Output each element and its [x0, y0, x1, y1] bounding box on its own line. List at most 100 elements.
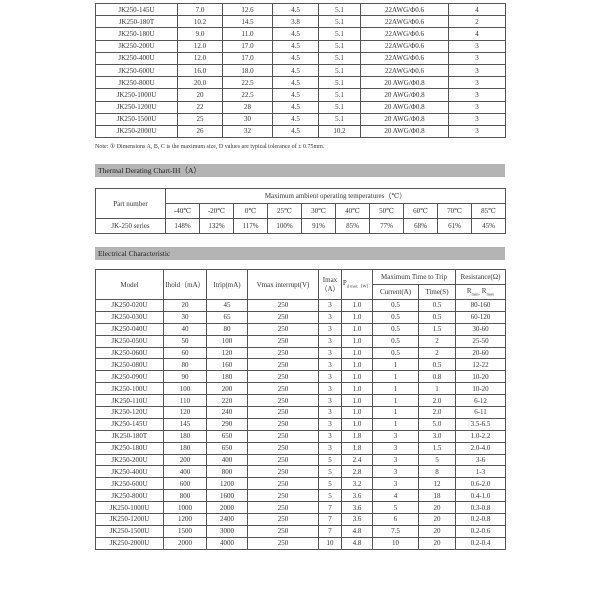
table-cell: 3	[372, 441, 419, 455]
table-cell: 1.0	[341, 382, 373, 396]
table-cell: 5.1	[318, 88, 361, 102]
table-cell: 2.4	[341, 453, 373, 467]
derating-value: 148%	[165, 218, 200, 234]
table-cell: 250	[247, 382, 319, 396]
derating-value: 68%	[403, 218, 438, 234]
table-cell: 3	[448, 63, 506, 78]
derating-value: 45%	[470, 218, 507, 234]
table-cell: 12.0	[177, 39, 223, 53]
table-cell: 1	[372, 406, 419, 419]
table-cell: 5.1	[318, 15, 361, 29]
table-cell: 1600	[206, 489, 248, 503]
table-cell: 1000	[163, 501, 207, 515]
temperature-header: 85℃	[470, 203, 507, 219]
table-cell: 90	[163, 370, 207, 384]
table-cell: 6-12	[455, 394, 507, 408]
table-cell: 3	[318, 334, 342, 348]
table-cell: 2.0-4.0	[455, 441, 507, 455]
table-cell: 22AWG/Φ0.6	[360, 51, 449, 65]
table-cell: JK250-400U	[95, 51, 178, 65]
table-cell: 4.5	[272, 63, 319, 78]
table-cell: 16.0	[177, 63, 223, 78]
table-cell: 1.0	[341, 322, 373, 336]
table-cell: JK250-145U	[95, 417, 164, 431]
table-cell: 2400	[206, 513, 248, 526]
table-cell: 1	[372, 370, 419, 384]
table-cell: 3	[318, 310, 342, 324]
table-cell: 3	[318, 299, 342, 312]
derating-value: 91%	[301, 218, 336, 234]
table-cell: 10	[318, 536, 342, 550]
table-cell: 4.5	[272, 27, 319, 41]
table-cell: 10-20	[455, 370, 507, 384]
table-cell: 4	[372, 489, 419, 503]
temperature-header: -20℃	[199, 203, 234, 219]
table-cell: 250	[247, 429, 319, 443]
table-cell: JK250-180T	[95, 429, 164, 443]
table-cell: 1.0	[341, 299, 373, 312]
table-cell: 3	[318, 346, 342, 360]
table-cell: JK250-080U	[95, 358, 164, 372]
table-cell: 20	[417, 536, 457, 550]
table-cell: 2.0	[417, 406, 457, 419]
table-cell: 145	[163, 417, 207, 431]
table-cell: 20 AWG/Φ0.8	[360, 112, 449, 126]
table-cell: 0.4-1.0	[455, 489, 507, 503]
table-cell: 250	[247, 334, 319, 348]
table-cell: 1	[372, 382, 419, 396]
table-cell: JK250-145U	[95, 2, 178, 17]
table-cell: 250	[247, 513, 319, 526]
model-header: Model	[95, 269, 164, 300]
table-cell: 1	[372, 358, 419, 372]
table-cell: 0.5	[372, 346, 419, 360]
table-cell: 30	[222, 112, 273, 126]
table-cell: 80	[206, 322, 248, 336]
table-cell: 2	[417, 346, 457, 360]
table-cell: 3	[448, 76, 506, 90]
table-cell: 250	[247, 417, 319, 431]
table-row: JK250-1000U 1000 2000 250 7 3.6 5 20 0.3-0.8	[95, 501, 507, 515]
table-cell: JK250-200U	[95, 39, 178, 53]
table-cell: 250	[247, 536, 319, 550]
itrip-header: Itrip(mA)	[206, 269, 248, 300]
table-row: JK250-1000U 20 22.5 4.5 5.1 20 AWG/Φ0.8 3	[95, 88, 506, 102]
table-cell: 12	[417, 477, 457, 491]
table-cell: 60-120	[455, 310, 507, 324]
table-cell: 1.0	[341, 358, 373, 372]
table-cell: 4.8	[341, 536, 373, 550]
table-cell: 10.2	[177, 15, 223, 29]
table-cell: 45	[206, 299, 248, 312]
table-cell: 1.0	[341, 394, 373, 408]
table-row: JK250-1500U 1500 3000 250 7 4.8 7.5 20 0.2-0.6	[95, 524, 507, 538]
dimensions-table: JK250-145U 7.0 12.6 4.5 5.1 22AWG/Φ0.6 4 JK250-…	[95, 2, 506, 139]
table-cell: 160	[206, 358, 248, 372]
table-cell: 650	[206, 429, 248, 443]
table-cell: 30	[163, 310, 207, 324]
time-header: Time(S)	[417, 284, 457, 300]
temperature-header: 50℃	[369, 203, 404, 219]
derating-value: 132%	[199, 218, 234, 234]
table-cell: 250	[247, 394, 319, 408]
table-cell: 4000	[206, 536, 248, 550]
table-cell: 3	[318, 382, 342, 396]
table-cell: 3	[318, 429, 342, 443]
table-row: JK250-020U 20 45 250 3 1.0 0.5 0.5 80-160	[95, 299, 507, 312]
table-cell: JK250-1000U	[95, 88, 178, 102]
table-cell: 22AWG/Φ0.6	[360, 15, 449, 29]
table-cell: 250	[247, 465, 319, 479]
table-cell: 3	[318, 394, 342, 408]
temperature-header: 30℃	[301, 203, 336, 219]
table-cell: 2.0	[417, 394, 457, 408]
table-cell: JK250-1200U	[95, 513, 164, 526]
table-row: JK250-200U 200 400 250 5 2.4 3 5 3-6	[95, 453, 507, 467]
table-cell: 10	[372, 536, 419, 550]
table-cell: 4.8	[341, 524, 373, 538]
table-cell: 20 AWG/Φ0.8	[360, 124, 449, 139]
table-cell: 20	[417, 501, 457, 515]
table-row: JK250-180T 180 650 250 3 1.8 3 3.0 1.0-2.2	[95, 429, 507, 443]
table-cell: 0.2-0.4	[455, 536, 507, 550]
vmax-header: Vmax interrupt(V)	[247, 269, 319, 300]
table-row: JK250-1200U 1200 2400 250 7 3.6 6 20 0.2-0.8	[95, 513, 507, 526]
table-cell: 5.1	[318, 63, 361, 78]
table-cell: 20	[417, 524, 457, 538]
